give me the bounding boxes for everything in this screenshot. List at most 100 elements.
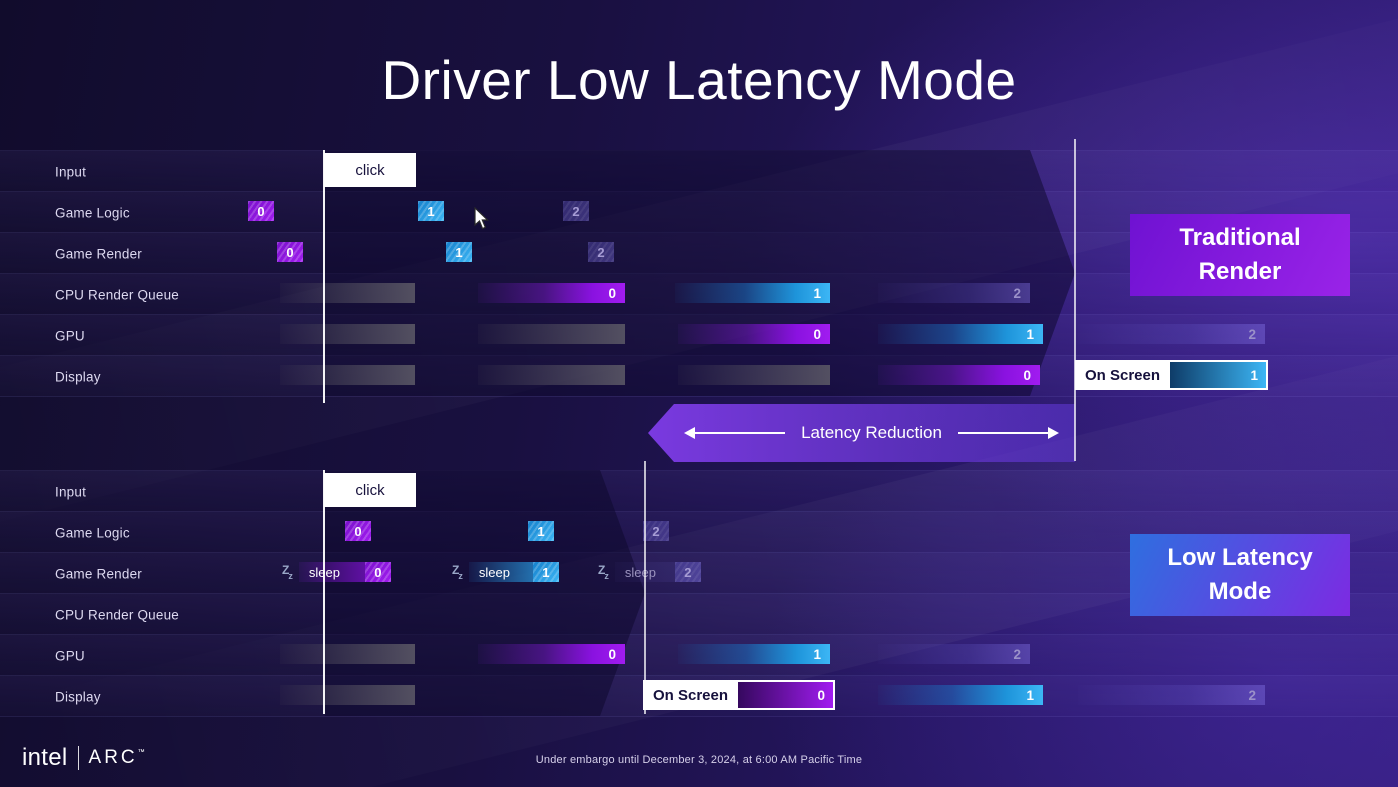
frame-number: 1 xyxy=(813,285,821,301)
frame-bar: 2 xyxy=(878,283,1030,303)
frame-bar xyxy=(280,283,415,303)
frame-number: 2 xyxy=(572,203,580,219)
arrow-line xyxy=(957,432,1049,434)
frame-bar: 0 xyxy=(678,324,830,344)
frame-chip: 0 xyxy=(364,562,391,582)
frame-chip: 0 xyxy=(248,201,274,221)
frame-number: 1 xyxy=(427,203,435,219)
frame-bar xyxy=(280,324,415,344)
on-screen-label: On Screen xyxy=(645,682,739,708)
zz-glyph: Z xyxy=(452,562,460,577)
arrow-right-icon xyxy=(1048,427,1060,439)
sleep-label: sleep xyxy=(478,564,510,580)
frame-bar xyxy=(478,324,625,344)
sleep-label: sleep xyxy=(624,564,656,580)
frame-bar: 1 xyxy=(1170,362,1266,388)
frame-bar: 0 xyxy=(478,644,625,664)
frame-bar: 1 xyxy=(678,644,830,664)
intel-logo-text: intel xyxy=(22,744,68,771)
row-label: GPU xyxy=(55,328,85,343)
pipeline-shade-chevron xyxy=(325,150,1075,396)
slide-title: Driver Low Latency Mode xyxy=(381,49,1017,111)
timeline-reference-line xyxy=(1074,139,1076,461)
frame-chip: 1 xyxy=(418,201,444,221)
timeline-reference-line xyxy=(323,150,325,403)
frame-number: 2 xyxy=(1248,326,1256,342)
zz-glyph: z xyxy=(288,570,293,581)
mouse-cursor-icon xyxy=(474,207,489,230)
frame-chip: 0 xyxy=(277,242,303,262)
frame-chip: 1 xyxy=(446,242,472,262)
frame-number: 1 xyxy=(1026,687,1034,703)
click-marker: click xyxy=(324,473,416,507)
click-marker: click xyxy=(324,153,416,187)
trademark-symbol: ™ xyxy=(137,749,148,756)
on-screen-label: On Screen xyxy=(1077,362,1171,388)
on-screen-box: On Screen 0 xyxy=(643,680,835,710)
frame-chip: 0 xyxy=(345,521,371,541)
intel-arc-logo: intel ARC ™ xyxy=(22,744,148,772)
arc-logo-label: ARC xyxy=(88,747,138,768)
frame-number: 2 xyxy=(1248,687,1256,703)
row-label: Input xyxy=(55,164,87,179)
frame-bar: 1 xyxy=(878,324,1043,344)
frame-bar: 2 xyxy=(1078,685,1265,705)
low-latency-timeline: Input Game Logic Game Render CPU Render Que… xyxy=(0,470,1398,717)
frame-number: 0 xyxy=(608,285,616,301)
row-label: Game Logic xyxy=(55,525,130,540)
frame-bar: 2 xyxy=(878,644,1030,664)
frame-number: 1 xyxy=(455,244,463,260)
frame-number: 0 xyxy=(374,564,382,580)
sleep-pill: sleep 1 xyxy=(468,562,559,582)
frame-chip: 2 xyxy=(563,201,589,221)
row-label: Game Render xyxy=(55,566,142,581)
sleep-pill: sleep 0 xyxy=(298,562,391,582)
row-label: Input xyxy=(55,484,87,499)
latency-reduction-band: Latency Reduction xyxy=(648,404,1075,462)
arc-logo-text: ARC ™ xyxy=(89,747,148,769)
frame-bar: 0 xyxy=(878,365,1040,385)
frame-bar: 0 xyxy=(478,283,625,303)
frame-number: 0 xyxy=(817,687,825,703)
arrow-line xyxy=(695,432,786,434)
frame-bar xyxy=(280,644,415,664)
frame-number: 0 xyxy=(286,244,294,260)
frame-bar xyxy=(478,365,625,385)
row-label: Game Render xyxy=(55,246,142,261)
frame-bar: 1 xyxy=(878,685,1043,705)
arrow-left-icon xyxy=(684,427,695,439)
frame-number: 2 xyxy=(652,523,660,539)
frame-chip: 2 xyxy=(643,521,669,541)
frame-number: 1 xyxy=(1026,326,1034,342)
frame-bar xyxy=(280,365,415,385)
frame-chip: 2 xyxy=(588,242,614,262)
frame-number: 1 xyxy=(542,564,550,580)
frame-number: 0 xyxy=(608,646,616,662)
frame-bar xyxy=(280,685,415,705)
timeline-reference-line xyxy=(644,461,646,714)
timeline-reference-line xyxy=(323,470,325,714)
frame-number: 0 xyxy=(257,203,265,219)
row-label: CPU Render Queue xyxy=(55,287,180,302)
frame-number: 1 xyxy=(813,646,821,662)
frame-number: 0 xyxy=(1023,367,1031,383)
row-label: Display xyxy=(55,689,101,704)
frame-number: 2 xyxy=(1013,285,1021,301)
sleep-label: sleep xyxy=(309,565,346,580)
frame-chip: 1 xyxy=(528,521,554,541)
low-latency-mode-badge: Low Latency Mode xyxy=(1130,534,1350,616)
frame-number: 1 xyxy=(537,523,545,539)
row-label: GPU xyxy=(55,648,85,663)
logo-divider xyxy=(77,746,79,770)
timeline-row-input: Input xyxy=(0,470,1398,512)
sleep-marker: Zz sleep 0 xyxy=(282,560,391,584)
zz-glyph: z xyxy=(458,570,463,581)
frame-bar xyxy=(678,365,830,385)
on-screen-box: On Screen 1 xyxy=(1075,360,1268,390)
latency-reduction-label: Latency Reduction xyxy=(801,423,942,442)
